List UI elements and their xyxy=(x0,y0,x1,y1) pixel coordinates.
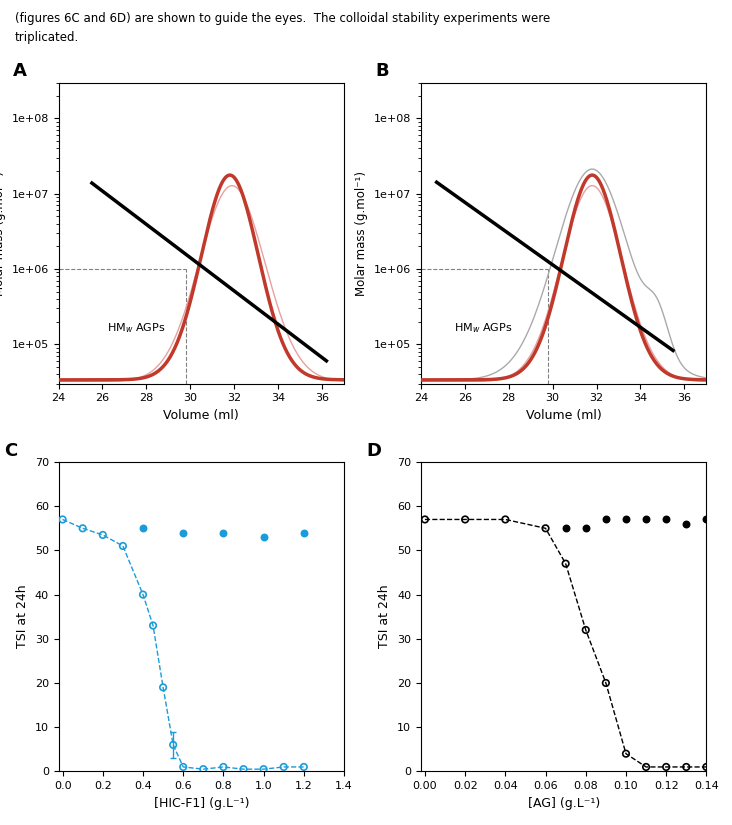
Y-axis label: Molar mass (g.mol⁻¹): Molar mass (g.mol⁻¹) xyxy=(355,171,368,295)
Point xyxy=(560,521,572,535)
Point xyxy=(600,676,612,690)
Point xyxy=(177,761,189,774)
Point xyxy=(168,738,179,752)
Y-axis label: TSI at 24h: TSI at 24h xyxy=(378,585,392,648)
Text: C: C xyxy=(4,442,18,460)
Point xyxy=(499,513,511,526)
Point xyxy=(701,513,712,526)
X-axis label: Volume (ml): Volume (ml) xyxy=(526,409,602,422)
Point xyxy=(238,762,250,776)
Point xyxy=(147,619,159,632)
Point xyxy=(539,521,551,535)
Point xyxy=(298,526,310,540)
Point xyxy=(640,761,652,774)
Point xyxy=(459,513,471,526)
Text: triplicated.: triplicated. xyxy=(15,31,79,44)
Point xyxy=(620,747,632,761)
Point xyxy=(660,761,672,774)
Point xyxy=(97,528,108,541)
Point xyxy=(580,624,591,637)
Y-axis label: TSI at 24h: TSI at 24h xyxy=(16,585,29,648)
Point xyxy=(580,521,591,535)
Point xyxy=(117,540,129,553)
Point xyxy=(681,517,692,530)
Text: HM$_w$ AGPs: HM$_w$ AGPs xyxy=(107,321,165,335)
Point xyxy=(258,530,269,544)
Point xyxy=(278,761,290,774)
Point xyxy=(177,526,189,540)
Point xyxy=(620,513,632,526)
Point xyxy=(560,557,572,570)
Point xyxy=(681,761,692,774)
Text: A: A xyxy=(13,63,27,81)
Point xyxy=(77,521,89,535)
Point xyxy=(198,762,209,776)
Point xyxy=(640,513,652,526)
Text: HM$_w$ AGPs: HM$_w$ AGPs xyxy=(454,321,512,335)
Point xyxy=(217,761,229,774)
Text: B: B xyxy=(376,63,389,81)
Text: D: D xyxy=(367,442,381,460)
Point xyxy=(157,681,169,694)
Point xyxy=(217,526,229,540)
Point xyxy=(600,513,612,526)
Text: (figures 6C and 6D) are shown to guide the eyes.  The colloidal stability experi: (figures 6C and 6D) are shown to guide t… xyxy=(15,12,550,26)
Y-axis label: Molar mass (g.mol⁻¹): Molar mass (g.mol⁻¹) xyxy=(0,171,6,295)
Point xyxy=(258,762,269,776)
X-axis label: [HIC-F1] (g.L⁻¹): [HIC-F1] (g.L⁻¹) xyxy=(154,797,249,809)
Point xyxy=(56,513,68,526)
Point xyxy=(137,588,149,601)
Point xyxy=(298,761,310,774)
Point xyxy=(137,521,149,535)
Point xyxy=(660,513,672,526)
Point xyxy=(701,761,712,774)
X-axis label: Volume (ml): Volume (ml) xyxy=(163,409,239,422)
X-axis label: [AG] (g.L⁻¹): [AG] (g.L⁻¹) xyxy=(528,797,600,809)
Point xyxy=(419,513,430,526)
